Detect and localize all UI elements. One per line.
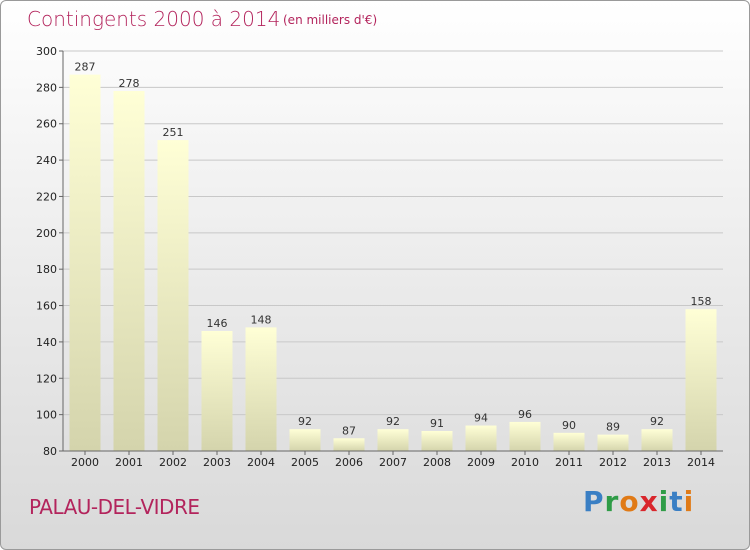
y-tick-label: 220	[36, 190, 57, 203]
logo-letter: P	[583, 485, 605, 518]
value-label-2001: 278	[119, 77, 140, 90]
bar-2013	[641, 429, 673, 451]
value-label-2008: 91	[430, 417, 444, 430]
x-tick-label: 2010	[511, 456, 539, 469]
y-tick-label: 180	[36, 263, 57, 276]
y-tick-label: 160	[36, 300, 57, 313]
y-tick-label: 280	[36, 81, 57, 94]
bar-2000	[69, 74, 101, 452]
chart-subtitle: (en milliers d'€)	[283, 13, 378, 27]
bar-2008	[421, 431, 453, 451]
x-tick-label: 2011	[555, 456, 583, 469]
x-tick-label: 2003	[203, 456, 231, 469]
x-tick-label: 2006	[335, 456, 363, 469]
logo-letter: o	[619, 485, 640, 518]
x-tick-label: 2001	[115, 456, 143, 469]
x-tick-label: 2008	[423, 456, 451, 469]
y-tick-label: 300	[36, 45, 57, 58]
proxiti-logo: Proxiti	[583, 485, 694, 518]
x-tick-label: 2000	[71, 456, 99, 469]
value-label-2000: 287	[75, 61, 96, 74]
value-label-2007: 92	[386, 415, 400, 428]
y-tick-label: 200	[36, 227, 57, 240]
bar-2009	[465, 425, 497, 451]
value-label-2005: 92	[298, 415, 312, 428]
logo-letter: i	[683, 485, 695, 518]
value-label-2002: 251	[163, 126, 184, 139]
x-tick-label: 2002	[159, 456, 187, 469]
bar-2012	[597, 434, 629, 451]
value-label-2012: 89	[606, 421, 620, 434]
x-tick-label: 2013	[643, 456, 671, 469]
bar-2006	[333, 438, 365, 451]
y-tick-label: 140	[36, 336, 57, 349]
logo-letter: i	[658, 485, 670, 518]
x-tick-label: 2005	[291, 456, 319, 469]
bar-2002	[157, 140, 189, 451]
logo-letter: t	[669, 485, 684, 518]
x-tick-label: 2009	[467, 456, 495, 469]
value-label-2003: 146	[207, 317, 228, 330]
y-tick-label: 100	[36, 409, 57, 422]
place-name: PALAU-DEL-VIDRE	[29, 495, 200, 519]
bar-2004	[245, 327, 277, 451]
value-label-2013: 92	[650, 415, 664, 428]
logo-letter: r	[604, 485, 620, 518]
bar-2001	[113, 91, 145, 451]
bar-2011	[553, 432, 585, 451]
chart-title: Contingents 2000 à 2014	[27, 7, 281, 31]
x-tick-label: 2004	[247, 456, 275, 469]
logo-letter: x	[639, 485, 659, 518]
value-label-2004: 148	[251, 313, 272, 326]
y-tick-label: 120	[36, 372, 57, 385]
y-tick-label: 80	[43, 445, 57, 458]
x-tick-label: 2012	[599, 456, 627, 469]
value-label-2010: 96	[518, 408, 532, 421]
x-tick-label: 2014	[687, 456, 715, 469]
bar-2010	[509, 421, 541, 451]
value-label-2011: 90	[562, 419, 576, 432]
value-label-2009: 94	[474, 412, 488, 425]
bar-2007	[377, 429, 409, 451]
value-label-2006: 87	[342, 424, 356, 437]
y-tick-label: 260	[36, 118, 57, 131]
bar-2005	[289, 429, 321, 451]
y-tick-label: 240	[36, 154, 57, 167]
x-tick-label: 2007	[379, 456, 407, 469]
bar-2003	[201, 331, 233, 451]
value-label-2014: 158	[691, 295, 712, 308]
bar-2014	[685, 309, 717, 451]
